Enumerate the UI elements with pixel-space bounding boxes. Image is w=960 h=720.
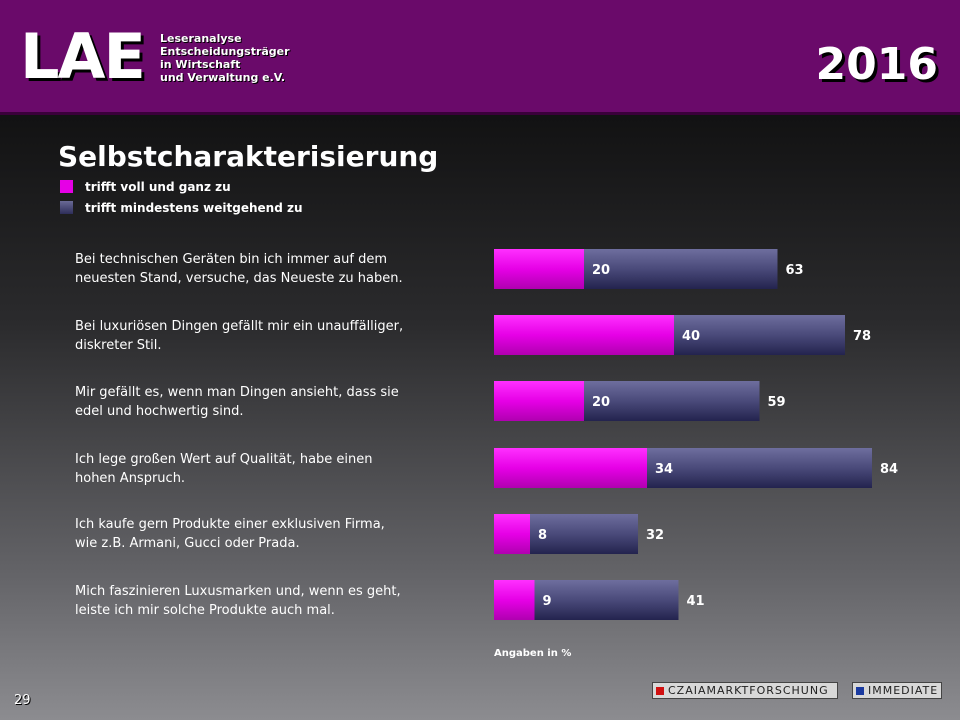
bar-voll <box>494 381 584 421</box>
data-label-weitgehend: 41 <box>687 594 705 609</box>
bar-voll <box>494 448 647 488</box>
data-label-weitgehend: 59 <box>768 395 786 410</box>
question-line: edel und hochwertig sind. <box>75 404 244 419</box>
question-text: Ich kaufe gern Produkte einer exklusiven… <box>75 515 475 553</box>
question-text: Mich faszinieren Luxusmarken und, wenn e… <box>75 582 475 620</box>
legend-swatch-magenta <box>60 180 73 193</box>
czaia-logo: CZAIAMARKTFORSCHUNG <box>652 682 838 699</box>
logo-line: und Verwaltung e.V. <box>160 71 286 84</box>
legend-label: trifft voll und ganz zu <box>85 179 231 194</box>
question-line: neuesten Stand, versuche, das Neueste zu… <box>75 271 403 286</box>
question-text: Ich lege großen Wert auf Qualität, habe … <box>75 450 475 488</box>
question-line: leiste ich mir solche Produkte auch mal. <box>75 603 335 618</box>
legend-label: trifft mindestens weitgehend zu <box>85 200 303 215</box>
question-line: Mir gefällt es, wenn man Dingen ansieht,… <box>75 385 399 400</box>
legend-item-voll: trifft voll und ganz zu <box>60 176 303 197</box>
brand-text: CZAIAMARKTFORSCHUNG <box>668 684 829 697</box>
header-banner: LAE Leseranalyse Entscheidungsträger in … <box>0 0 960 115</box>
question-line: Bei technischen Geräten bin ich immer au… <box>75 252 387 267</box>
unit-note: Angaben in % <box>494 648 572 659</box>
data-label-voll: 40 <box>682 329 700 344</box>
logo-line: Entscheidungsträger <box>160 45 290 58</box>
data-label-weitgehend: 32 <box>646 528 664 543</box>
question-line: Bei luxuriösen Dingen gefällt mir ein un… <box>75 319 404 334</box>
bar-voll <box>494 315 674 355</box>
year-label: 2016 <box>815 39 938 90</box>
question-line: wie z.B. Armani, Gucci oder Prada. <box>75 536 300 551</box>
immediate-logo: IMMEDIATE <box>852 682 942 699</box>
question-line: diskreter Stil. <box>75 338 162 353</box>
question-line: Ich kaufe gern Produkte einer exklusiven… <box>75 517 385 532</box>
bar-voll <box>494 249 584 289</box>
data-label-voll: 34 <box>655 462 673 477</box>
data-label-weitgehend: 78 <box>853 329 871 344</box>
question-text: Bei luxuriösen Dingen gefällt mir ein un… <box>75 317 475 355</box>
data-label-voll: 8 <box>538 528 547 543</box>
data-label-weitgehend: 63 <box>786 263 804 278</box>
question-line: Mich faszinieren Luxusmarken und, wenn e… <box>75 584 401 599</box>
page-number: 29 <box>14 693 31 708</box>
question-line: hohen Anspruch. <box>75 471 186 486</box>
bar-voll <box>494 580 535 620</box>
brand-text: IMMEDIATE <box>868 684 939 697</box>
legend-swatch-blue <box>60 201 73 214</box>
chart-legend: trifft voll und ganz zu trifft mindesten… <box>60 176 303 218</box>
page-title: Selbstcharakterisierung <box>58 140 439 173</box>
red-square-icon <box>656 686 664 695</box>
data-label-voll: 9 <box>543 594 552 609</box>
blue-square-icon <box>856 686 864 695</box>
logo-subtitle: Leseranalyse Entscheidungsträger in Wirt… <box>160 32 290 84</box>
question-text: Mir gefällt es, wenn man Dingen ansieht,… <box>75 383 475 421</box>
question-text: Bei technischen Geräten bin ich immer au… <box>75 250 475 288</box>
legend-item-weitgehend: trifft mindestens weitgehend zu <box>60 197 303 218</box>
lae-logo: LAE <box>20 20 146 93</box>
logo-line: in Wirtschaft <box>160 58 241 71</box>
question-line: Ich lege großen Wert auf Qualität, habe … <box>75 452 373 467</box>
data-label-voll: 20 <box>592 263 610 278</box>
bar-voll <box>494 514 530 554</box>
data-label-weitgehend: 84 <box>880 462 898 477</box>
data-label-voll: 20 <box>592 395 610 410</box>
logo-line: Leseranalyse <box>160 32 242 45</box>
